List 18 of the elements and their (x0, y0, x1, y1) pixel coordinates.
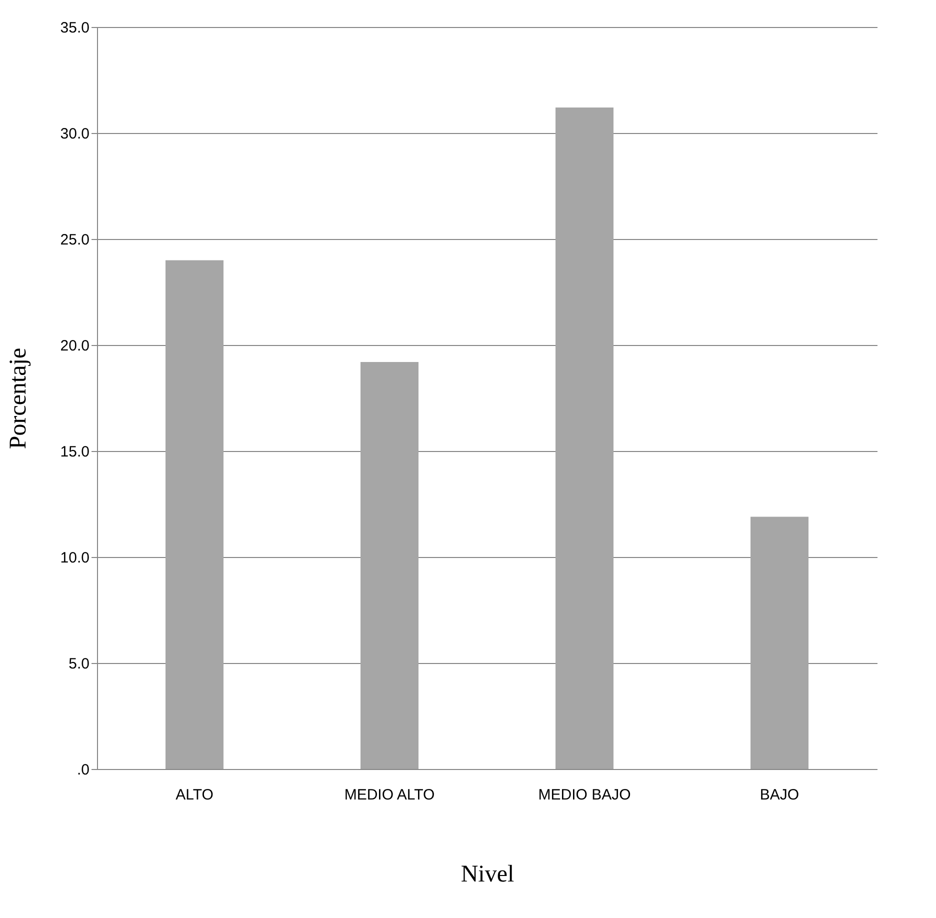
x-tick-label: MEDIO ALTO (344, 786, 435, 804)
y-tick-label: 30.0 (60, 126, 90, 142)
bar (750, 516, 808, 769)
x-tick-label: ALTO (176, 786, 214, 804)
y-tick-label: 20.0 (60, 338, 90, 354)
y-tick-label: 15.0 (60, 444, 90, 460)
bar (360, 362, 418, 769)
bar (166, 260, 224, 769)
y-tick-label: 10.0 (60, 550, 90, 566)
y-tick-label: 25.0 (60, 232, 90, 248)
y-axis-title: Porcentaje (5, 348, 32, 450)
bar (556, 108, 614, 769)
y-tick-label: 35.0 (60, 20, 90, 36)
x-tick-label: BAJO (760, 786, 800, 804)
y-tick-label: .0 (76, 762, 90, 778)
y-tick-label: 5.0 (68, 656, 90, 672)
x-axis-title: Nivel (460, 862, 514, 888)
x-tick-label: MEDIO BAJO (538, 786, 631, 804)
